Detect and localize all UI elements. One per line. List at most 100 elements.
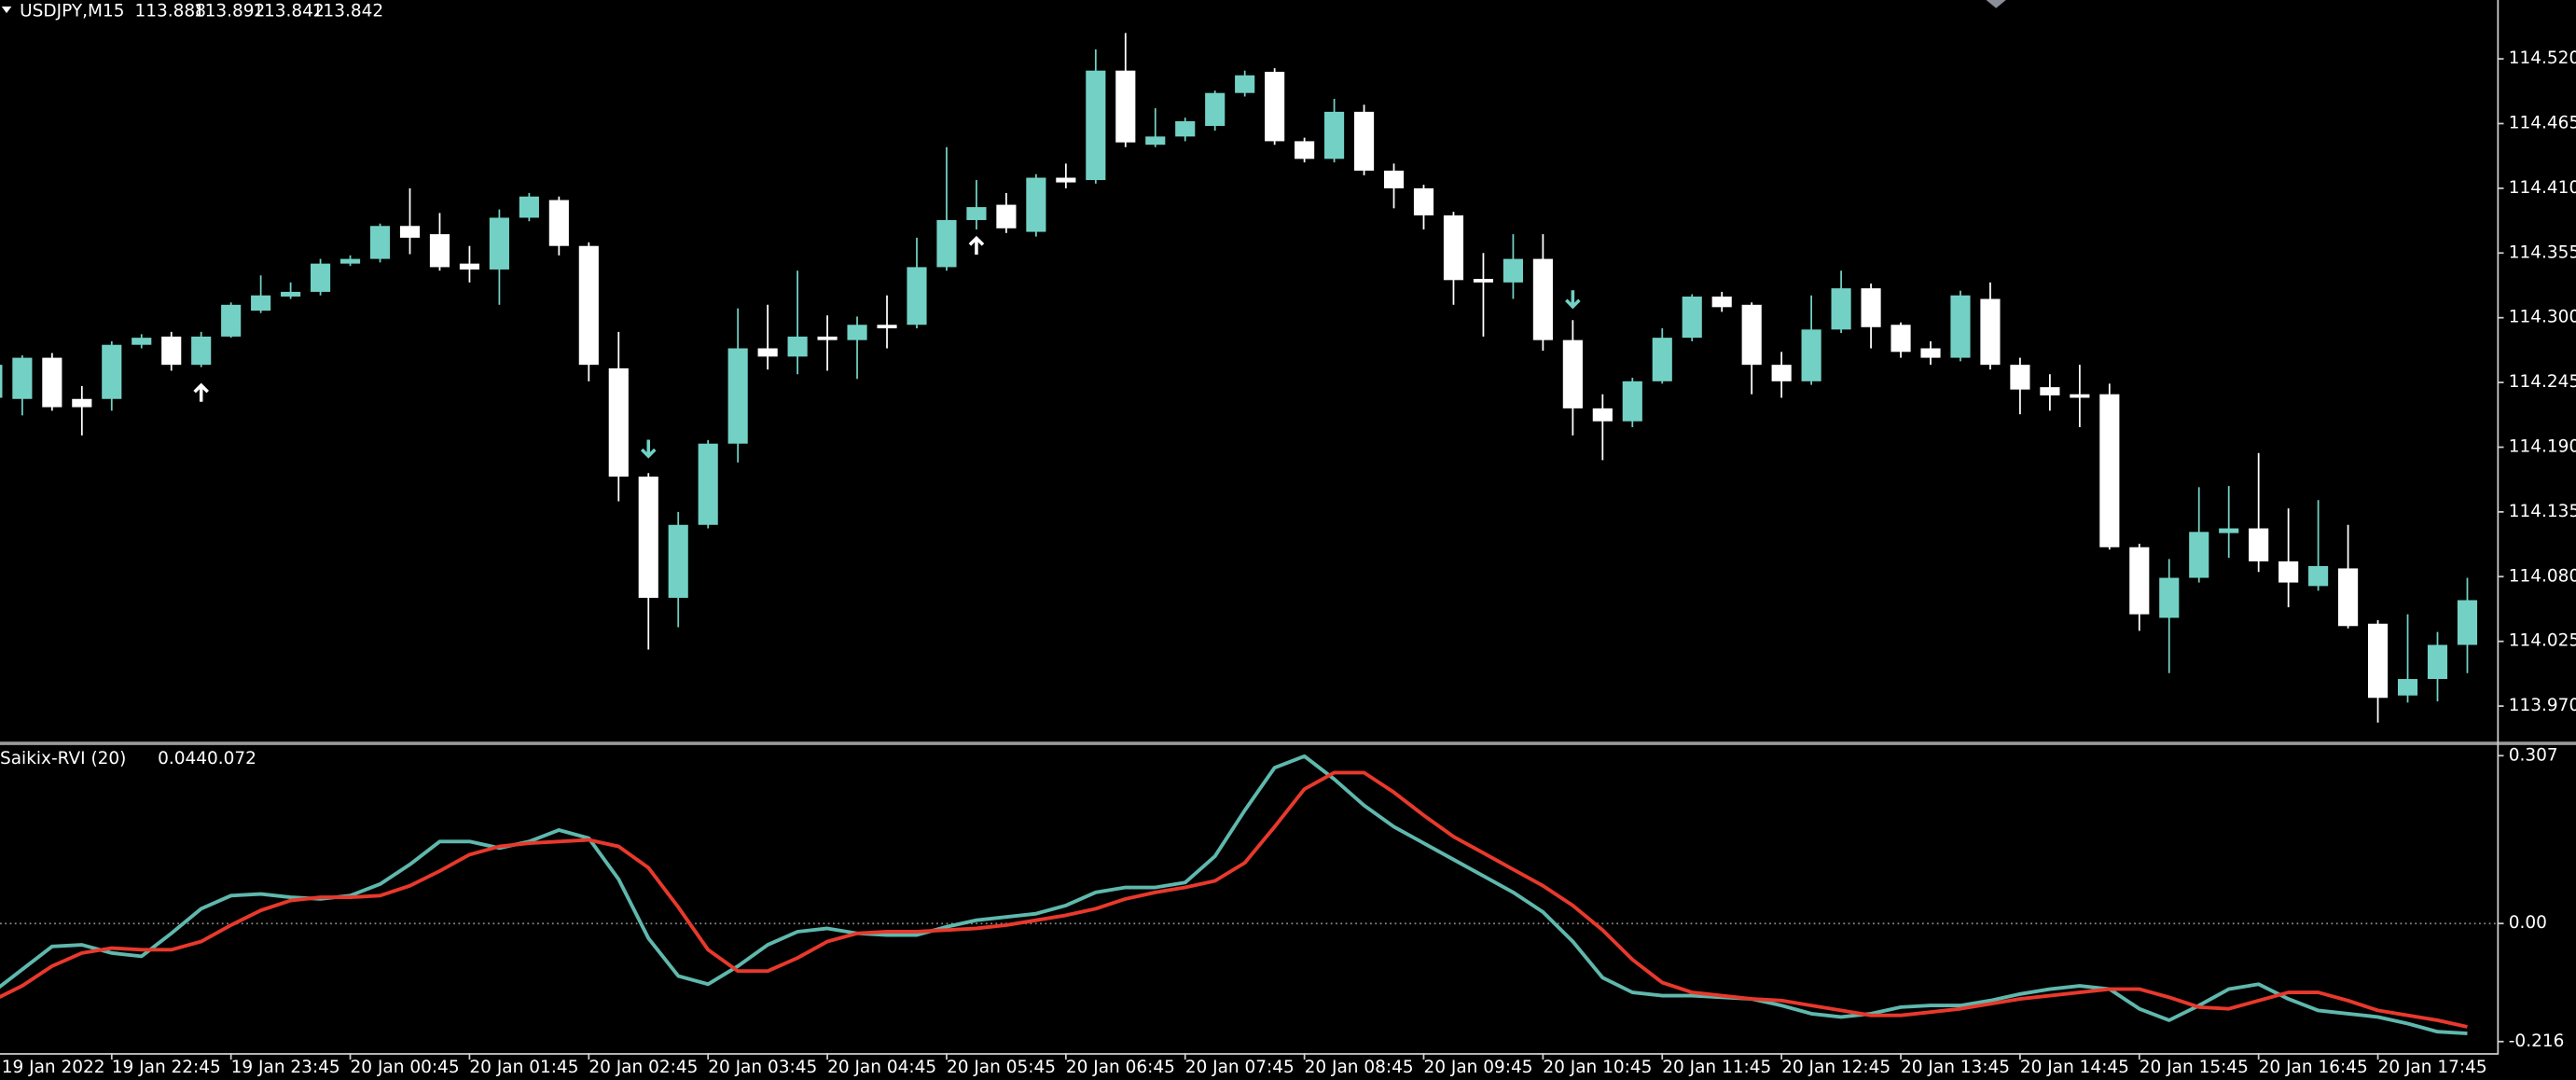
y-tick-label: 113.970	[2509, 696, 2576, 715]
y-tick-label: 114.410	[2509, 178, 2576, 198]
x-tick-label: 20 Jan 06:45	[1066, 1058, 1175, 1077]
x-tick-label: 20 Jan 12:45	[1781, 1058, 1890, 1077]
candle-body	[2129, 547, 2150, 615]
candle-body	[2010, 365, 2030, 390]
candle-body	[2249, 528, 2269, 561]
y-tick-label: 114.355	[2509, 242, 2576, 262]
candle-body	[1771, 365, 1792, 381]
x-tick-label: 20 Jan 01:45	[469, 1058, 578, 1077]
candle-body	[1295, 141, 1315, 159]
candle-body	[1801, 329, 1821, 381]
y-tick-label: 114.190	[2509, 436, 2576, 456]
shift-marker[interactable]	[1986, 0, 2006, 8]
candle-body	[459, 263, 479, 270]
candle-body	[1145, 136, 1166, 145]
indicator-signal-value: 0.072	[207, 749, 256, 768]
candle-body	[757, 348, 778, 357]
candle-body	[2457, 600, 2478, 645]
candle-body	[72, 398, 92, 408]
candle-body	[2070, 394, 2090, 398]
x-tick-label: 20 Jan 08:45	[1305, 1058, 1414, 1077]
candle-body	[2367, 623, 2389, 699]
candle-body	[1711, 296, 1732, 308]
candle-body	[161, 336, 182, 366]
x-tick-label: 19 Jan 2022	[2, 1058, 105, 1077]
candle-body	[2278, 561, 2299, 583]
ohlc-high: 113.892	[194, 1, 265, 21]
candle-body	[399, 226, 421, 238]
x-tick-label: 19 Jan 23:45	[231, 1058, 340, 1077]
candle-body	[966, 207, 987, 220]
candle-body	[1562, 339, 1583, 408]
indicator-line	[0, 770, 2468, 1029]
candle-body	[489, 217, 509, 270]
ohlc-close: 113.842	[312, 1, 383, 21]
candle-body	[817, 336, 838, 340]
sell-arrow	[1565, 290, 1581, 310]
ohlc-low: 113.842	[253, 1, 324, 21]
candle-body	[1861, 288, 1881, 327]
candle-body	[1682, 296, 1702, 339]
candle-body	[519, 196, 539, 218]
buy-arrow	[968, 235, 985, 255]
candle-body	[548, 200, 569, 246]
indicator-line	[0, 754, 2468, 1035]
candle-body	[369, 226, 391, 259]
candle-body	[132, 338, 152, 345]
candle-body	[221, 304, 242, 337]
candle-body	[1056, 177, 1076, 183]
candle-body	[1652, 338, 1672, 381]
candle-body	[698, 443, 718, 525]
candle-body	[1413, 187, 1434, 215]
candle-body	[2338, 568, 2359, 627]
candle-body	[877, 325, 897, 329]
candle-body	[1265, 71, 1285, 142]
candle-body	[1324, 111, 1345, 159]
candle-body	[191, 336, 212, 366]
candle-body	[1592, 408, 1613, 422]
candle-body	[1890, 325, 1911, 353]
candle-body	[1235, 75, 1255, 93]
x-tick-label: 20 Jan 17:45	[2378, 1058, 2487, 1077]
candle-body	[1175, 120, 1196, 137]
candle-body	[0, 365, 3, 398]
candle-body	[251, 295, 271, 312]
x-tick-label: 20 Jan 07:45	[1185, 1058, 1295, 1077]
candle-body	[608, 367, 629, 478]
y-tick-label: 114.245	[2509, 372, 2576, 392]
y-tick-label: 114.080	[2509, 566, 2576, 586]
x-tick-label: 20 Jan 10:45	[1543, 1058, 1652, 1077]
candle-body	[787, 336, 808, 357]
candle-body	[1532, 258, 1553, 340]
candle-body	[1353, 111, 1375, 171]
candle-body	[1443, 215, 1464, 281]
candle-body	[1026, 177, 1046, 232]
x-tick-label: 20 Jan 13:45	[1901, 1058, 2010, 1077]
menu-triangle[interactable]	[1, 7, 12, 14]
candle-body	[429, 234, 450, 268]
ohlc-open: 113.888	[134, 1, 205, 21]
x-tick-label: 20 Jan 16:45	[2259, 1058, 2368, 1077]
candle-body	[1831, 288, 1851, 330]
candle-body	[578, 245, 599, 366]
candle-body	[1920, 348, 1941, 358]
y-tick-label: 114.520	[2509, 48, 2576, 68]
candle-body	[847, 325, 867, 340]
candle-body	[907, 267, 927, 325]
candle-body	[1950, 295, 1971, 358]
x-tick-label: 20 Jan 02:45	[589, 1058, 698, 1077]
candle-body	[1205, 92, 1226, 127]
x-tick-label: 20 Jan 11:45	[1662, 1058, 1771, 1077]
candle-body	[1503, 258, 1523, 283]
x-tick-label: 20 Jan 05:45	[947, 1058, 1056, 1077]
x-tick-label: 20 Jan 04:45	[827, 1058, 936, 1077]
x-tick-label: 20 Jan 03:45	[708, 1058, 817, 1077]
candle-body	[2219, 528, 2239, 533]
candle-body	[1622, 381, 1642, 422]
y-tick-label: 0.00	[2509, 913, 2547, 933]
x-tick-label: 20 Jan 14:45	[2020, 1058, 2129, 1077]
candle-body	[668, 524, 688, 598]
candle-body	[1115, 70, 1136, 143]
